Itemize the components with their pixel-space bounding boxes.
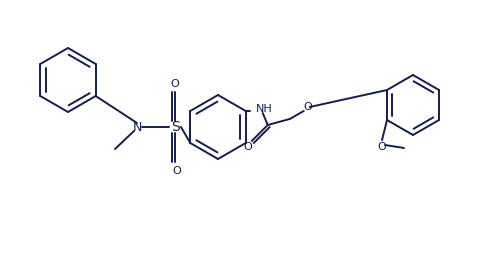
Text: N: N [132, 120, 142, 133]
Text: O: O [378, 142, 386, 152]
Text: O: O [173, 166, 182, 176]
Text: NH: NH [256, 104, 272, 114]
Text: O: O [304, 102, 312, 112]
Text: O: O [244, 142, 252, 152]
Text: O: O [171, 79, 180, 89]
Text: S: S [171, 120, 180, 134]
